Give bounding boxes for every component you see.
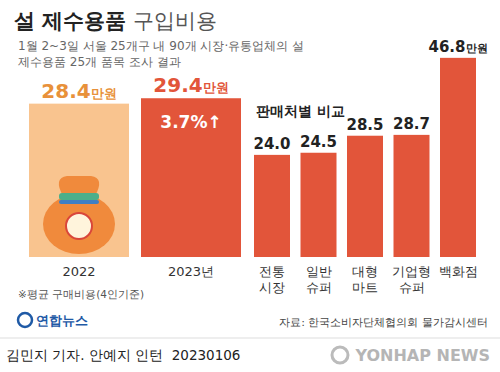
data-label: 28.7	[393, 115, 430, 133]
tick-label: 기업형슈퍼	[392, 264, 431, 295]
bars	[254, 58, 476, 257]
data-label: 46.8만원	[428, 38, 487, 56]
note: ※평균 구매비용(4인기준)	[18, 288, 144, 300]
credit: 김민지 기자. 안예지 인턴 20230106	[6, 347, 240, 363]
tick-label: 2023년	[168, 264, 214, 279]
bar	[141, 98, 241, 257]
lucky-bag-icon	[43, 176, 115, 254]
bar	[347, 136, 383, 257]
bar	[254, 155, 290, 257]
title: 설 제수용품 구입비용	[14, 9, 217, 33]
logo-text: 연합뉴스	[36, 313, 88, 328]
bar	[440, 58, 476, 257]
logo: 연합뉴스	[18, 313, 88, 328]
watermark: YONHAP NEWS	[332, 346, 490, 365]
annotation: 3.7%↑	[160, 112, 221, 132]
data-label: 24.0	[253, 135, 290, 153]
tick-label: 2022	[62, 264, 95, 279]
canvas: 설 제수용품 구입비용 1월 2~3일 서울 25개구 내 90개 시장·유통업체…	[0, 0, 500, 372]
bag-ribbon	[59, 193, 99, 200]
data-label: 28.5	[346, 116, 383, 134]
watermark-text: YONHAP NEWS	[354, 346, 490, 365]
tick-label: 대형마트	[352, 264, 378, 295]
labels: 24.0 전통시장 24.5 일반슈퍼 28.5 대형마트 28.7 기업형슈퍼 46.8만원백…	[253, 38, 487, 295]
chart-root: 설 제수용품 구입비용 1월 2~3일 서울 25개구 내 90개 시장·유통업체…	[0, 0, 500, 372]
watermark-mark	[332, 347, 348, 363]
bag-ribbon	[59, 200, 99, 204]
data-label: 28.4만원	[41, 79, 116, 103]
bar	[29, 104, 129, 257]
tick-label: 일반슈퍼	[306, 264, 332, 295]
subtitle: 1월 2~3일 서울 25개구 내 90개 시장·유통업체의 설제수용품 25개…	[18, 39, 304, 69]
data-label: 29.4만원	[153, 73, 228, 97]
bag-emblem	[66, 213, 92, 239]
labels: 28.4만원 2022 29.4만원 2023년	[41, 73, 228, 279]
data-label: 24.5	[300, 133, 337, 151]
tick-label: 백화점	[439, 264, 478, 279]
bars	[29, 98, 241, 257]
background	[0, 0, 500, 372]
bar	[394, 135, 430, 257]
bar	[301, 153, 337, 257]
tick-label: 전통시장	[259, 264, 285, 295]
separator	[0, 338, 500, 339]
logo-mark	[18, 313, 32, 327]
chart-title: 판매처별 비교	[256, 103, 345, 119]
source: 자료: 한국소비자단체협의회 물가감시센터	[279, 316, 488, 329]
bag-body	[43, 194, 115, 254]
